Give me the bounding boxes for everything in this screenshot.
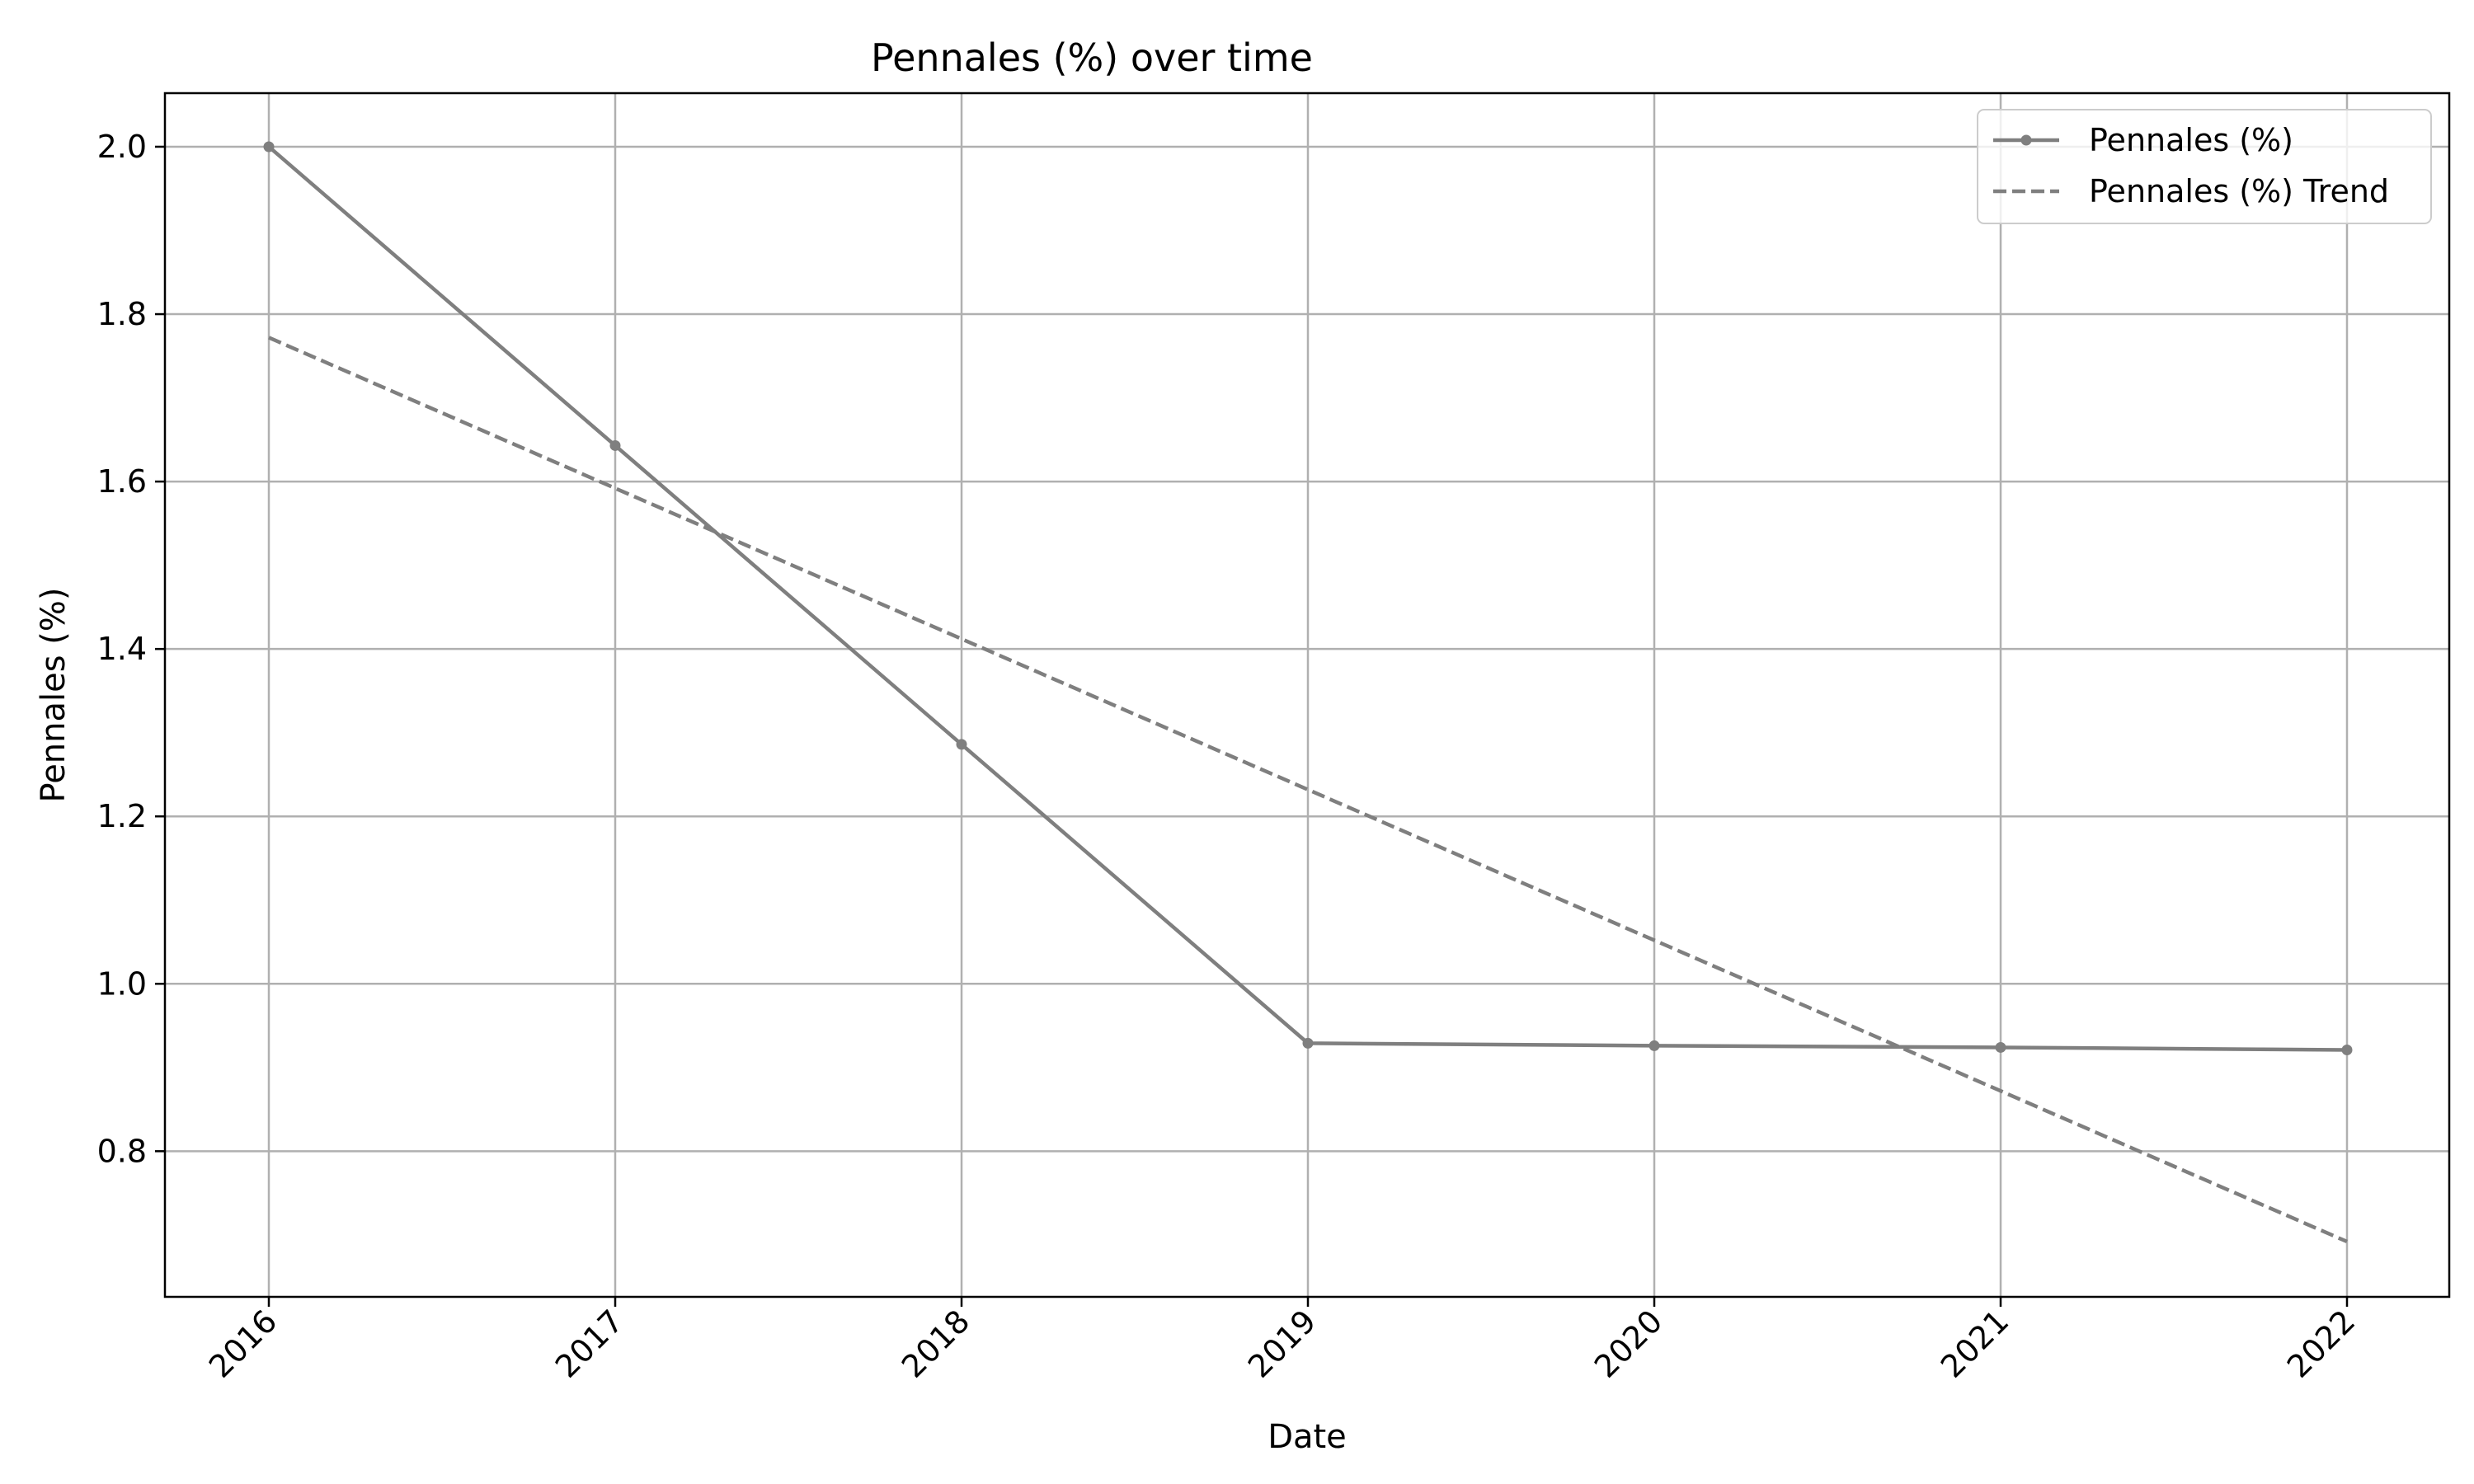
- x-tick-label: 2022: [2280, 1303, 2363, 1385]
- chart-title: Pennales (%) over time: [871, 35, 1313, 80]
- legend-marker-swatch: [2020, 134, 2032, 146]
- legend-box: [1977, 109, 2432, 224]
- series-layer: [263, 141, 2353, 1244]
- grid-lines: [165, 93, 2449, 1297]
- data-point: [956, 739, 967, 750]
- trend-line: [268, 336, 2348, 1244]
- y-tick-label: 0.8: [97, 1133, 147, 1169]
- y-axis-label: Pennales (%): [35, 587, 73, 802]
- y-tick-label: 1.8: [97, 296, 147, 332]
- x-tick-label: 2020: [1587, 1303, 1670, 1385]
- y-tick-label: 2.0: [97, 129, 147, 165]
- y-axis: 0.8 1.0 1.2 1.4 1.6 1.8 2.0: [97, 129, 165, 1169]
- y-tick-label: 1.2: [97, 798, 147, 834]
- data-point: [609, 439, 621, 451]
- y-tick-label: 1.0: [97, 965, 147, 1002]
- legend-label-series: Pennales (%): [2089, 122, 2293, 158]
- legend: Pennales (%) Pennales (%) Trend: [1977, 109, 2432, 224]
- data-point: [263, 141, 275, 153]
- data-point: [1302, 1037, 1314, 1049]
- y-tick-label: 1.4: [97, 631, 147, 667]
- x-tick-label: 2016: [202, 1303, 285, 1385]
- y-tick-label: 1.6: [97, 463, 147, 500]
- x-tick-label: 2019: [1241, 1303, 1324, 1385]
- data-point: [1649, 1040, 1660, 1051]
- x-tick-label: 2017: [548, 1303, 631, 1385]
- legend-label-trend: Pennales (%) Trend: [2089, 173, 2389, 209]
- x-axis: 2016 2017 2018 2019 2020 2021 2022: [202, 1297, 2363, 1385]
- x-tick-label: 2018: [895, 1303, 977, 1385]
- x-tick-label: 2021: [1934, 1303, 2016, 1385]
- data-point: [1995, 1041, 2006, 1053]
- x-axis-label: Date: [1268, 1418, 1347, 1456]
- data-point: [2341, 1044, 2353, 1055]
